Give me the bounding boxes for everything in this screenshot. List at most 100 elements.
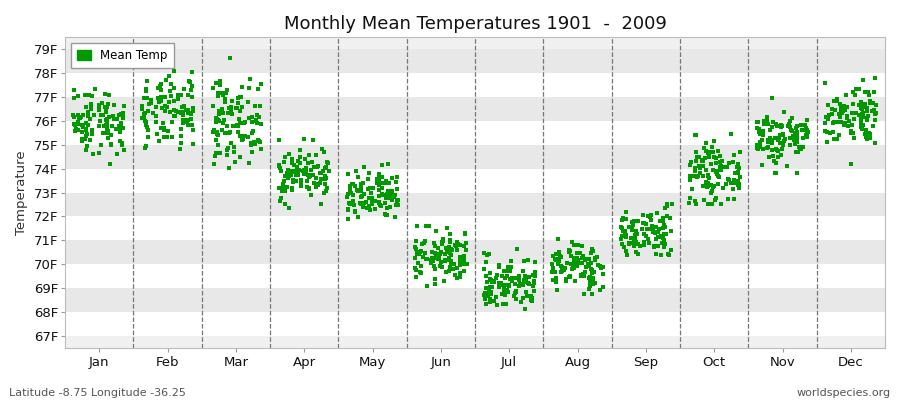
Point	[232, 94, 247, 100]
Point	[445, 260, 459, 266]
Point	[322, 168, 337, 174]
Point	[206, 85, 220, 91]
Point	[305, 136, 320, 143]
Point	[500, 273, 514, 279]
Point	[549, 257, 563, 263]
Point	[492, 264, 507, 270]
Point	[613, 224, 627, 230]
Point	[755, 136, 770, 143]
Point	[234, 104, 248, 110]
Point	[584, 259, 598, 266]
Point	[848, 92, 862, 99]
Point	[176, 116, 191, 123]
Point	[834, 110, 849, 116]
Point	[728, 169, 742, 176]
Point	[799, 134, 814, 140]
Point	[649, 236, 663, 242]
Point	[704, 190, 718, 196]
Point	[863, 97, 878, 104]
Point	[230, 123, 245, 130]
Point	[800, 117, 814, 123]
Point	[567, 254, 581, 261]
Point	[244, 140, 258, 146]
Point	[553, 252, 567, 259]
Point	[593, 263, 608, 269]
Point	[503, 268, 517, 274]
Point	[440, 225, 454, 232]
Point	[570, 255, 584, 261]
Point	[77, 135, 92, 142]
Point	[824, 110, 839, 117]
Point	[175, 104, 189, 110]
Point	[856, 122, 870, 129]
Point	[773, 132, 788, 138]
Point	[825, 129, 840, 135]
Point	[657, 244, 671, 250]
Point	[272, 137, 286, 143]
Point	[96, 130, 111, 136]
Point	[483, 276, 498, 282]
Point	[410, 260, 425, 267]
Point	[508, 290, 522, 296]
Point	[285, 160, 300, 166]
Point	[364, 190, 378, 196]
Bar	[65, 73, 885, 97]
Point	[755, 162, 770, 168]
Point	[241, 84, 256, 91]
Point	[442, 244, 456, 250]
Point	[563, 252, 578, 259]
Point	[760, 114, 774, 120]
Point	[661, 250, 675, 257]
Point	[567, 264, 581, 271]
Point	[857, 102, 871, 108]
Point	[722, 177, 736, 184]
Point	[272, 162, 286, 169]
Point	[209, 150, 223, 157]
Point	[443, 248, 457, 255]
Point	[81, 122, 95, 128]
Point	[652, 242, 666, 249]
Point	[158, 103, 172, 109]
Point	[180, 116, 194, 123]
Point	[99, 108, 113, 114]
Point	[652, 218, 667, 224]
Point	[549, 279, 563, 286]
Point	[701, 180, 716, 186]
Point	[765, 147, 779, 153]
Point	[769, 160, 783, 166]
Point	[454, 274, 468, 281]
Point	[695, 157, 709, 164]
Point	[512, 283, 526, 289]
Point	[645, 226, 660, 232]
Point	[696, 163, 710, 169]
Point	[721, 196, 735, 203]
Point	[490, 302, 504, 309]
Point	[176, 120, 190, 126]
Point	[283, 205, 297, 212]
Point	[563, 261, 578, 268]
Bar	[65, 288, 885, 312]
Point	[139, 88, 153, 94]
Point	[379, 178, 393, 184]
Point	[449, 238, 464, 245]
Point	[491, 262, 506, 268]
Point	[96, 122, 111, 129]
Point	[498, 292, 512, 298]
Point	[796, 144, 810, 150]
Point	[701, 173, 716, 179]
Point	[688, 132, 702, 138]
Point	[302, 174, 317, 180]
Point	[829, 119, 843, 126]
Point	[502, 283, 517, 289]
Point	[588, 254, 602, 261]
Point	[709, 155, 724, 161]
Point	[799, 127, 814, 133]
Point	[149, 119, 164, 125]
Point	[618, 232, 633, 239]
Point	[518, 289, 533, 295]
Point	[92, 150, 106, 156]
Point	[73, 114, 87, 121]
Point	[616, 227, 630, 234]
Point	[725, 186, 740, 192]
Point	[238, 118, 253, 125]
